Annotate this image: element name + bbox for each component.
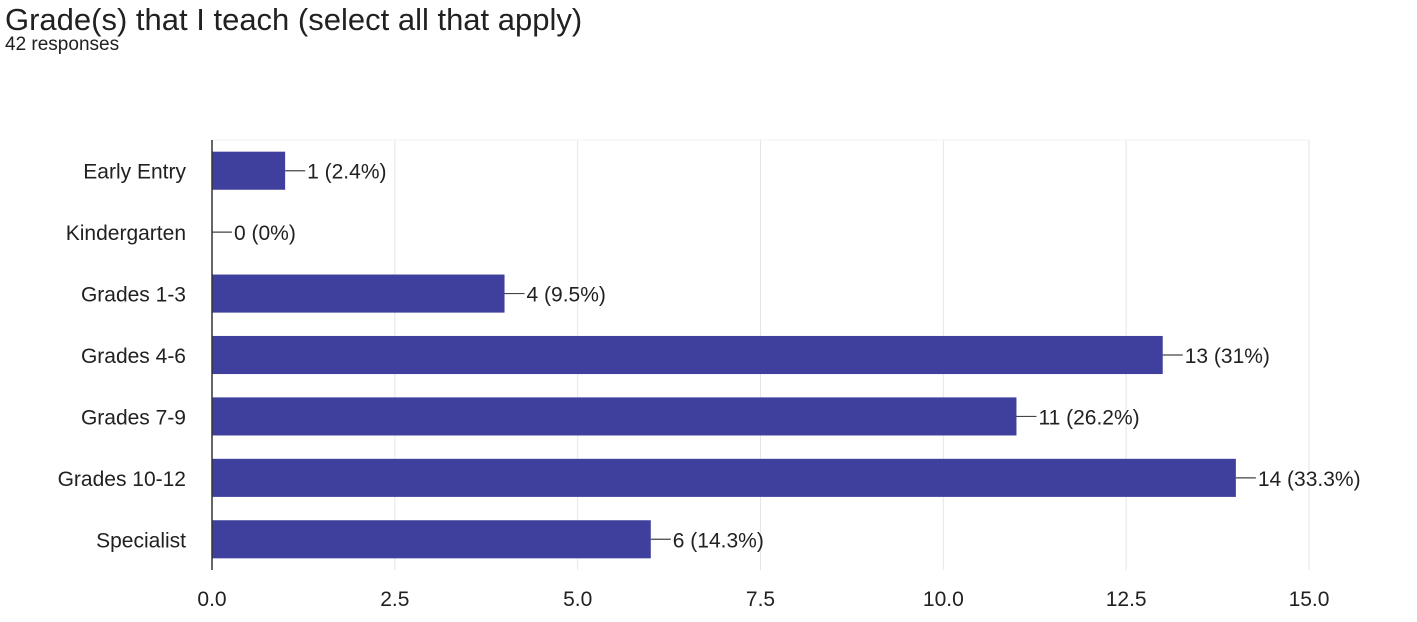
data-label: 1 (2.4%): [307, 161, 386, 184]
x-tick-label: 0.0: [197, 588, 226, 611]
data-label: 4 (9.5%): [527, 284, 606, 307]
response-count: 42 responses: [5, 34, 120, 55]
data-labels: 1 (2.4%) 0 (0%) 4 (9.5%) 13 (31%) 11 (26.2%)…: [212, 161, 1361, 552]
bar: [212, 274, 505, 313]
data-label: 0 (0%): [234, 222, 296, 245]
category-label: Specialist: [96, 529, 186, 552]
bar: [212, 397, 1017, 436]
x-tick-label: 5.0: [563, 588, 592, 611]
data-label: 14 (33.3%): [1258, 468, 1361, 491]
category-label: Grades 4-6: [81, 345, 186, 368]
x-tick-label: 15.0: [1289, 588, 1330, 611]
category-label: Grades 7-9: [81, 406, 186, 429]
x-tick-label: 7.5: [746, 588, 775, 611]
x-tick-label: 12.5: [1106, 588, 1147, 611]
chart-header: Grade(s) that I teach (select all that a…: [5, 0, 582, 54]
category-label: Early Entry: [83, 161, 186, 184]
bar: [212, 520, 651, 559]
chart-title: Grade(s) that I teach (select all that a…: [5, 2, 583, 37]
x-tick-labels: 0.0 2.5 5.0 7.5 10.0 12.5 15.0: [197, 588, 1329, 611]
category-labels: Early Entry Kindergarten Grades 1-3 Grades …: [58, 161, 187, 553]
category-label: Kindergarten: [66, 222, 186, 245]
x-tick-label: 2.5: [380, 588, 409, 611]
data-label: 11 (26.2%): [1038, 406, 1139, 429]
x-tick-label: 10.0: [923, 588, 964, 611]
data-label: 6 (14.3%): [673, 529, 764, 552]
bar: [212, 335, 1163, 375]
category-label: Grades 10-12: [58, 468, 186, 491]
data-label: 13 (31%): [1185, 345, 1270, 368]
bar: [212, 151, 286, 190]
bar: [212, 458, 1236, 497]
bars: [212, 151, 1236, 559]
category-label: Grades 1-3: [81, 284, 186, 307]
